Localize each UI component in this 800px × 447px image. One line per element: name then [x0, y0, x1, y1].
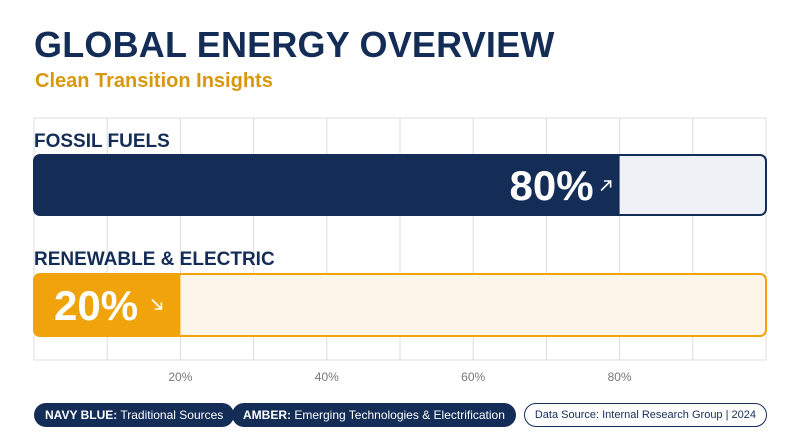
x-tick-label: 80% — [608, 370, 632, 384]
legend-key-amber: AMBER: — [243, 408, 291, 422]
legend-item-navy: NAVY BLUE: Traditional Sources — [34, 403, 235, 427]
source-badge: Data Source: Internal Research Group | 2… — [523, 403, 767, 427]
arrow-down-right-icon — [151, 299, 163, 310]
x-tick-label: 40% — [315, 370, 339, 384]
x-tick-label: 60% — [461, 370, 485, 384]
category-label: FOSSIL FUELS — [34, 131, 170, 152]
x-tick-label: 20% — [168, 370, 192, 384]
bar — [34, 274, 181, 336]
arrow-up-right-icon — [600, 180, 612, 191]
legend-item-amber: AMBER: Emerging Technologies & Electrifi… — [232, 403, 516, 427]
data-label: 80% — [510, 162, 594, 209]
legend-text-navy: Traditional Sources — [117, 408, 224, 422]
bar — [34, 155, 620, 215]
page-title: GLOBAL ENERGY OVERVIEW — [34, 24, 555, 65]
data-label: 20% — [54, 282, 138, 329]
page-subtitle: Clean Transition Insights — [35, 70, 273, 92]
legend-key-navy: NAVY BLUE: — [45, 408, 118, 422]
legend-text-amber: Emerging Technologies & Electrification — [291, 408, 505, 422]
category-label: RENEWABLE & ELECTRIC — [34, 249, 275, 270]
